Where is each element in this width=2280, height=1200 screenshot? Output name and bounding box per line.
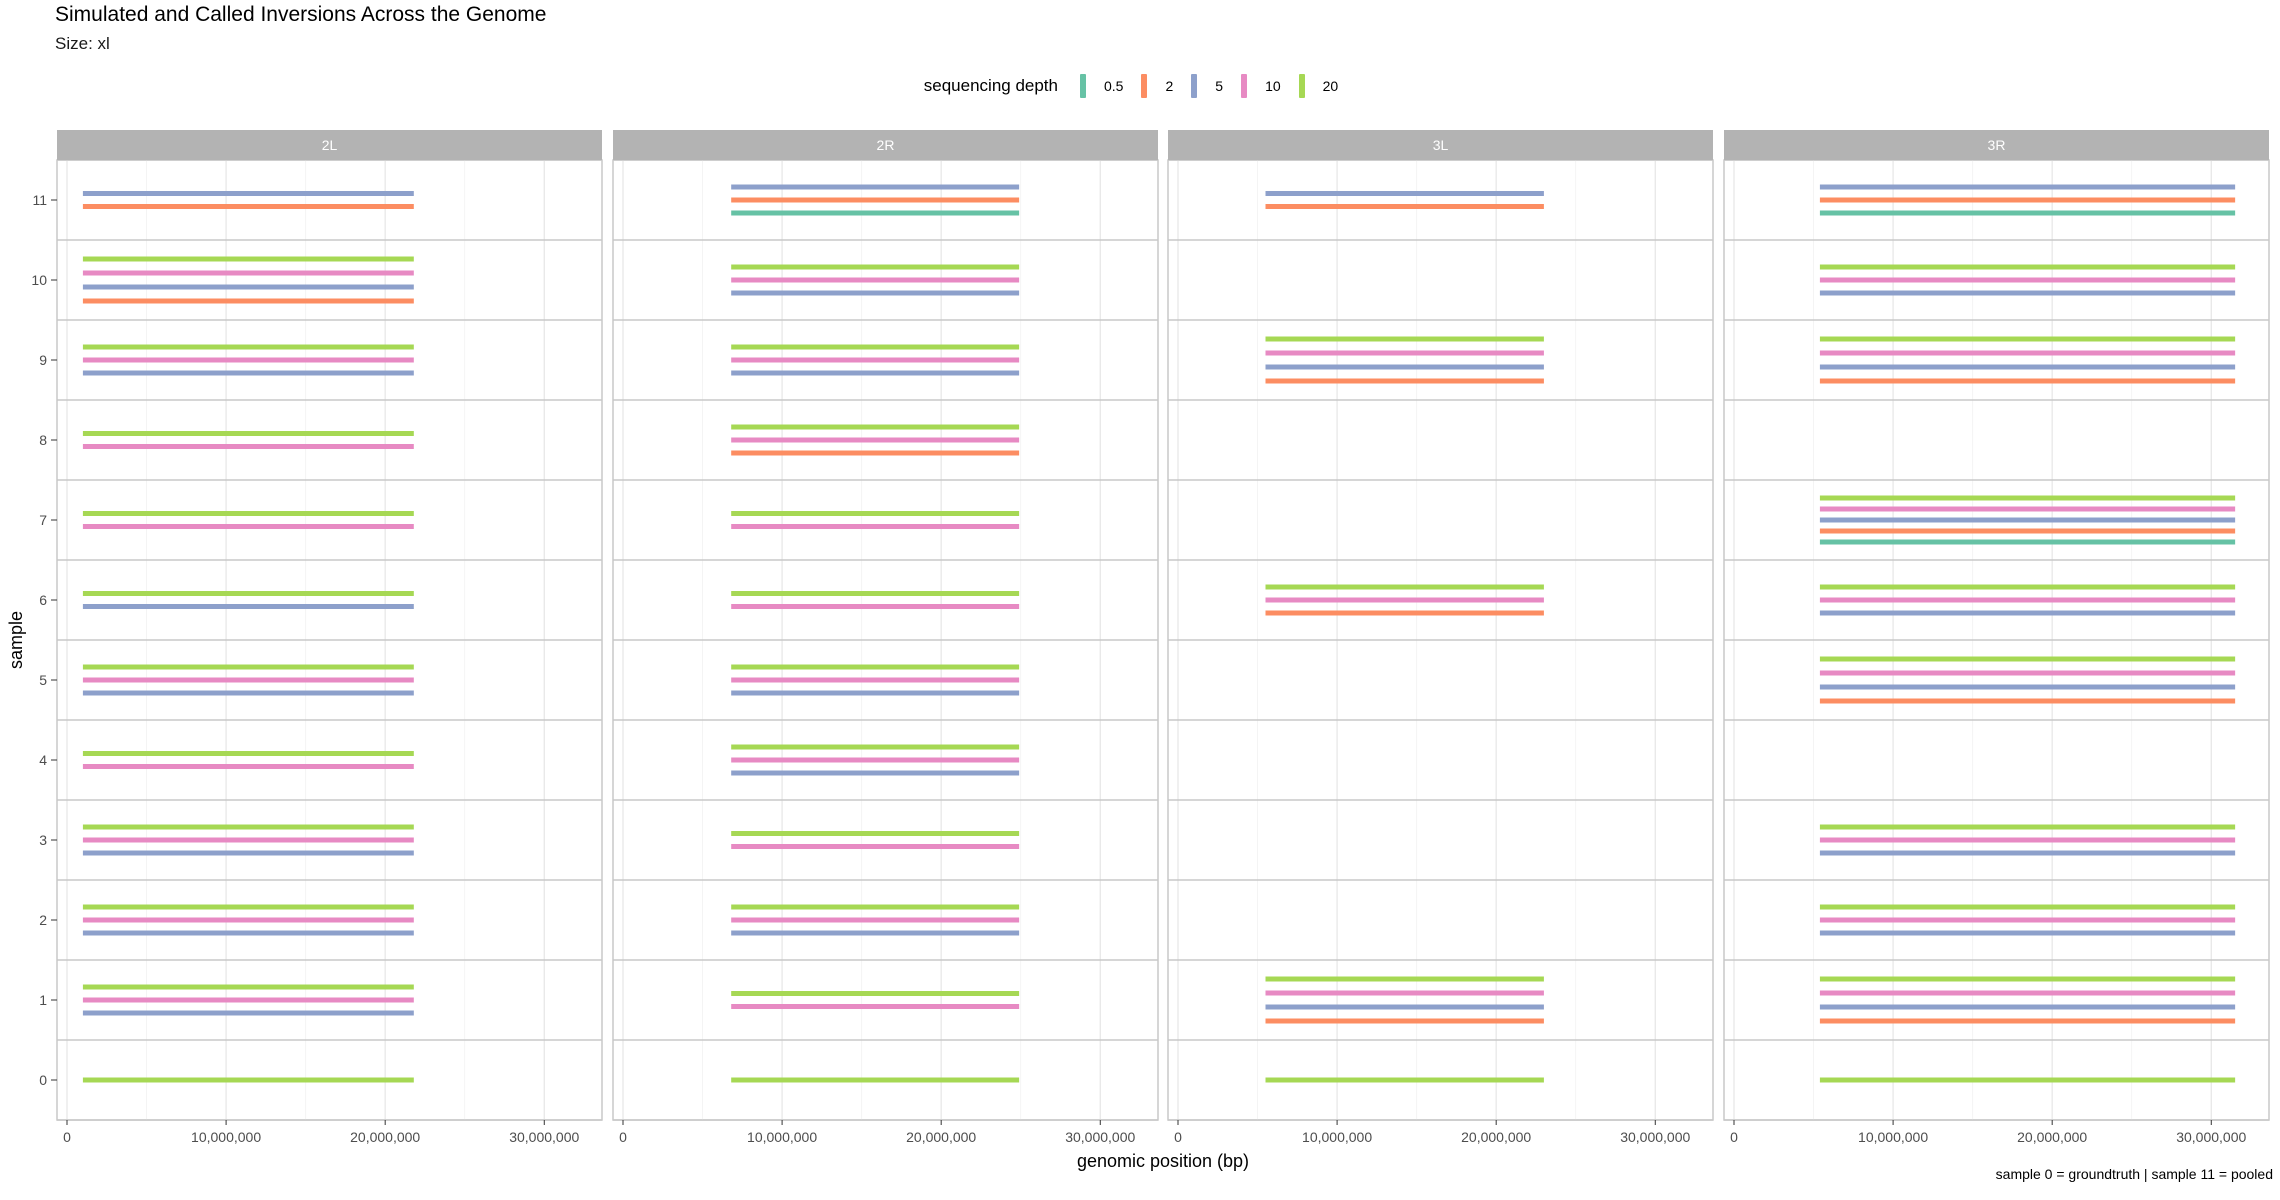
x-tick-label: 30,000,000 (1065, 1129, 1135, 1145)
x-tick-label: 20,000,000 (906, 1129, 976, 1145)
legend-key-20 (1298, 74, 1305, 98)
x-tick-label: 10,000,000 (191, 1129, 261, 1145)
facet-3L: 3L 0 10,000,000 20,000,000 30,000,000 (1167, 130, 1714, 1145)
y-tick-label: 5 (39, 672, 47, 688)
legend-label: 2 (1165, 78, 1174, 94)
facet-2L: 2L 0 10,000,000 20,000,000 30,000,000 (56, 130, 603, 1145)
x-tick-label: 20,000,000 (2017, 1129, 2087, 1145)
x-tick-label: 0 (1174, 1129, 1182, 1145)
legend-key-2 (1141, 74, 1148, 98)
x-tick-label: 10,000,000 (747, 1129, 817, 1145)
facet-strip-label: 3R (1988, 137, 2006, 153)
legend-title: sequencing depth (923, 76, 1058, 95)
x-tick-label: 0 (63, 1129, 71, 1145)
legend-label: 5 (1215, 78, 1224, 94)
x-tick-label: 30,000,000 (509, 1129, 579, 1145)
facet-2R: 2R 0 10,000,000 20,000,000 30,000,000 (612, 130, 1159, 1145)
y-tick-label: 3 (39, 832, 47, 848)
facet-strip-label: 2L (322, 137, 338, 153)
x-tick-label: 0 (1730, 1129, 1738, 1145)
legend-key-10 (1241, 74, 1248, 98)
y-tick-label: 2 (39, 912, 47, 928)
x-tick-label: 30,000,000 (2176, 1129, 2246, 1145)
facet-strip (57, 130, 602, 160)
chart-title: Simulated and Called Inversions Across t… (55, 3, 547, 26)
facet-strip (1168, 130, 1713, 160)
y-tick-label: 9 (39, 352, 47, 368)
facet-strip-label: 2R (877, 137, 895, 153)
legend-item-5: 5 (1191, 74, 1223, 98)
legend-item-10: 10 (1241, 74, 1281, 98)
legend-label: 10 (1265, 78, 1281, 94)
y-tick-label: 11 (32, 192, 47, 208)
x-tick-label: 20,000,000 (1461, 1129, 1531, 1145)
legend-item-0.5: 0.5 (1080, 74, 1123, 98)
facet-strip (1724, 130, 2269, 160)
y-tick-label: 10 (31, 272, 47, 288)
x-tick-label: 20,000,000 (350, 1129, 420, 1145)
y-tick-label: 0 (39, 1072, 47, 1088)
y-tick-label: 8 (39, 432, 47, 448)
legend-label: 0.5 (1104, 78, 1124, 94)
x-tick-label: 10,000,000 (1858, 1129, 1928, 1145)
legend-key-0.5 (1080, 74, 1086, 98)
legend: sequencing depth 0.5 2 5 10 20 (0, 74, 2280, 98)
caption: sample 0 = groundtruth | sample 11 = poo… (1995, 1166, 2273, 1182)
x-axis-title: genomic position (bp) (1077, 1151, 1249, 1171)
y-tick-label: 7 (39, 512, 47, 528)
y-tick-label: 6 (39, 592, 47, 608)
x-tick-label: 30,000,000 (1620, 1129, 1690, 1145)
x-tick-label: 0 (619, 1129, 627, 1145)
y-tick-label: 1 (39, 992, 47, 1008)
facet-strip-label: 3L (1433, 137, 1449, 153)
chart-subtitle: Size: xl (55, 34, 110, 53)
facet-strip (613, 130, 1158, 160)
y-tick-label: 4 (39, 752, 47, 768)
y-axis-title: sample (6, 611, 26, 669)
legend-item-2: 2 (1141, 74, 1173, 98)
legend-item-20: 20 (1298, 74, 1339, 98)
legend-key-5 (1191, 74, 1198, 98)
x-tick-label: 10,000,000 (1302, 1129, 1372, 1145)
facet-3R: 3R 0 10,000,000 20,000,000 30,000,000 (1723, 130, 2270, 1145)
legend-label: 20 (1322, 78, 1339, 94)
